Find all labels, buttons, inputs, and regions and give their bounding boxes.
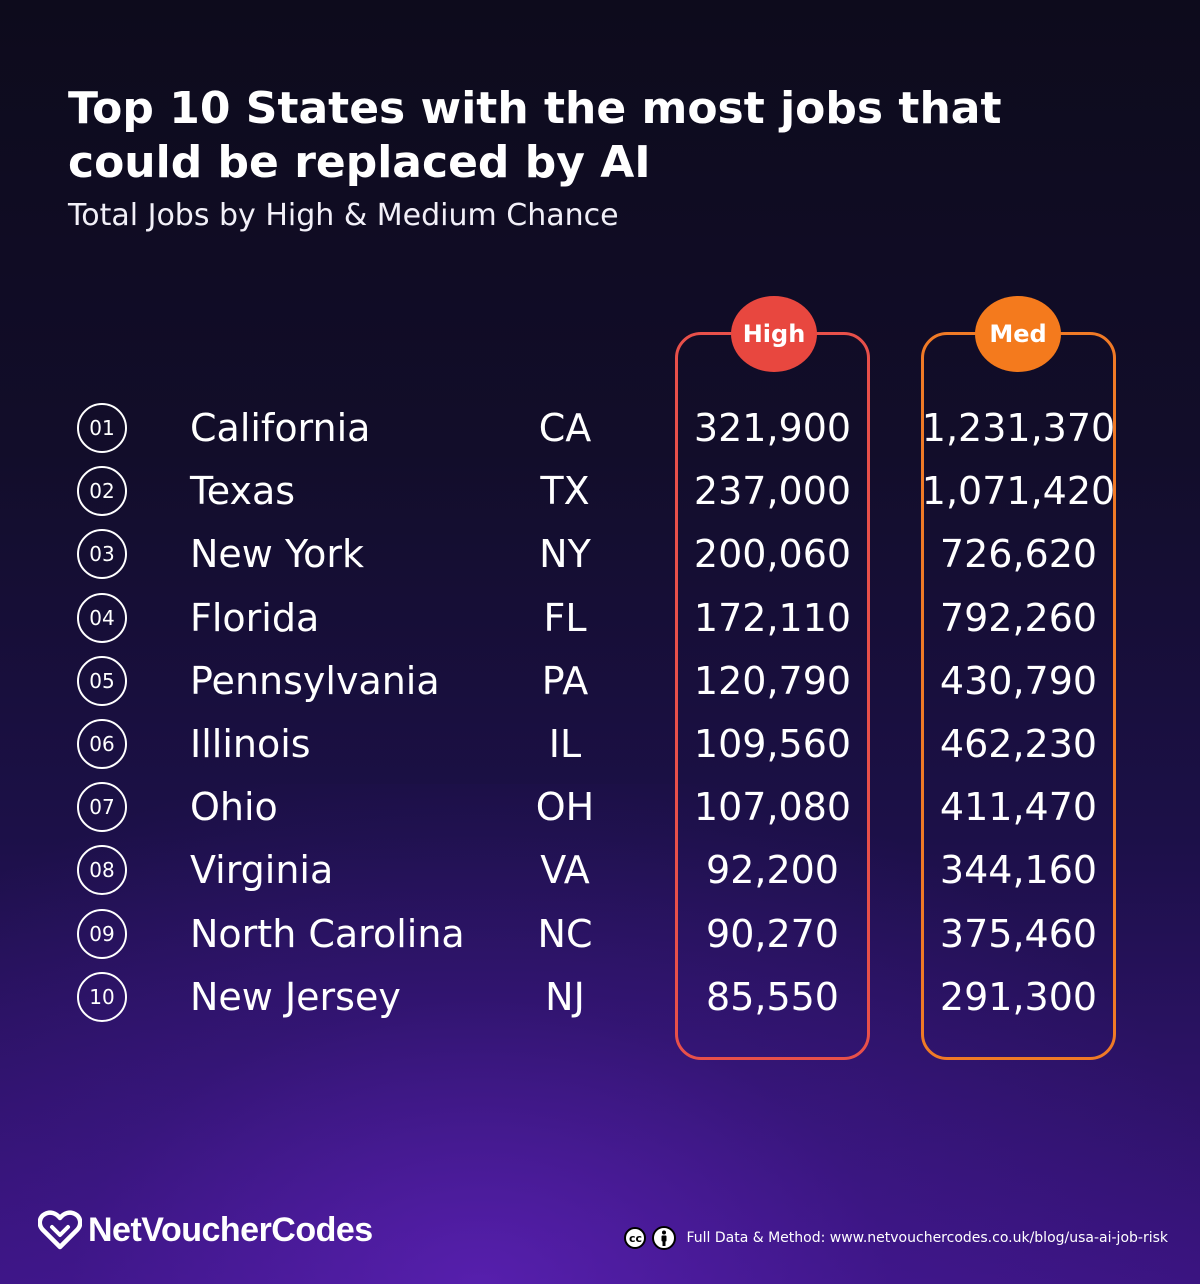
state-name: North Carolina — [190, 911, 465, 956]
rank-badge: 01 — [77, 403, 127, 453]
state-name: New Jersey — [190, 974, 401, 1019]
state-name: Texas — [190, 469, 296, 514]
table-row: 03 New York NY 200,060 726,620 — [0, 524, 1200, 587]
source-footer: cc Full Data & Method: www.netvouchercod… — [624, 1226, 1168, 1250]
state-abbreviation: NJ — [545, 974, 585, 1019]
med-value: 792,260 — [939, 595, 1098, 640]
table-row: 02 Texas TX 237,000 1,071,420 — [0, 461, 1200, 524]
rank-badge: 05 — [77, 655, 127, 706]
state-name: New York — [190, 532, 365, 577]
cc-icon: cc — [624, 1227, 647, 1249]
high-value: 120,790 — [693, 658, 852, 703]
table-row: 08 Virginia VA 92,200 344,160 — [0, 840, 1200, 903]
med-value: 375,460 — [939, 911, 1098, 956]
rank-badge: 10 — [77, 971, 127, 1022]
med-column-badge: Med — [975, 296, 1061, 372]
state-abbreviation: PA — [541, 658, 589, 703]
brand-name: NetVoucherCodes — [88, 1210, 373, 1249]
state-name: Illinois — [190, 722, 311, 766]
state-abbreviation: TX — [540, 469, 590, 514]
high-column-badge: High — [731, 296, 817, 372]
med-value: 1,231,370 — [921, 406, 1116, 450]
state-abbreviation: OH — [535, 785, 595, 830]
state-abbreviation: NC — [537, 911, 593, 956]
med-value: 430,790 — [939, 658, 1098, 703]
rank-badge: 07 — [77, 782, 127, 833]
brand-logo: NetVoucherCodes — [38, 1210, 373, 1250]
source-text: Full Data & Method: www.netvouchercodes.… — [686, 1230, 1168, 1246]
rank-badge: 08 — [77, 845, 127, 896]
table-row: 01 California CA 321,900 1,231,370 — [0, 398, 1200, 461]
state-abbreviation: FL — [543, 595, 587, 640]
high-value: 85,550 — [706, 974, 839, 1019]
med-value: 462,230 — [939, 722, 1098, 766]
table-row: 10 New Jersey NJ 85,550 291,300 — [0, 967, 1200, 1030]
high-value: 321,900 — [693, 406, 852, 450]
state-name: Ohio — [190, 785, 278, 830]
chart-title: Top 10 States with the most jobs that co… — [68, 83, 1002, 188]
rank-badge: 04 — [77, 592, 127, 643]
state-abbreviation: VA — [540, 848, 590, 893]
med-value: 726,620 — [939, 532, 1098, 577]
high-value: 107,080 — [693, 785, 852, 830]
table-row: 07 Ohio OH 107,080 411,470 — [0, 777, 1200, 840]
med-value: 291,300 — [939, 974, 1098, 1019]
med-value: 411,470 — [939, 785, 1098, 830]
table-row: 06 Illinois IL 109,560 462,230 — [0, 714, 1200, 777]
high-value: 90,270 — [706, 911, 839, 956]
high-value: 237,000 — [693, 469, 852, 514]
heart-icon — [38, 1210, 82, 1250]
rank-badge: 03 — [77, 529, 127, 580]
state-abbreviation: IL — [548, 722, 582, 766]
state-abbreviation: NY — [539, 532, 591, 577]
table-row: 04 Florida FL 172,110 792,260 — [0, 588, 1200, 651]
high-value: 200,060 — [693, 532, 852, 577]
med-value: 344,160 — [939, 848, 1098, 893]
rank-badge: 06 — [77, 719, 127, 769]
rank-badge: 09 — [77, 908, 127, 959]
high-value: 92,200 — [706, 848, 839, 893]
state-name: California — [190, 406, 371, 450]
attribution-icon — [652, 1226, 677, 1250]
state-abbreviation: CA — [538, 406, 592, 450]
rank-badge: 02 — [77, 466, 127, 517]
state-name: Florida — [190, 595, 320, 640]
state-name: Pennsylvania — [190, 658, 440, 703]
chart-subtitle: Total Jobs by High & Medium Chance — [68, 198, 619, 233]
table-row: 09 North Carolina NC 90,270 375,460 — [0, 904, 1200, 967]
high-value: 109,560 — [693, 722, 852, 766]
state-name: Virginia — [190, 848, 334, 893]
med-value: 1,071,420 — [921, 469, 1116, 514]
high-value: 172,110 — [693, 595, 852, 640]
table-row: 05 Pennsylvania PA 120,790 430,790 — [0, 651, 1200, 714]
